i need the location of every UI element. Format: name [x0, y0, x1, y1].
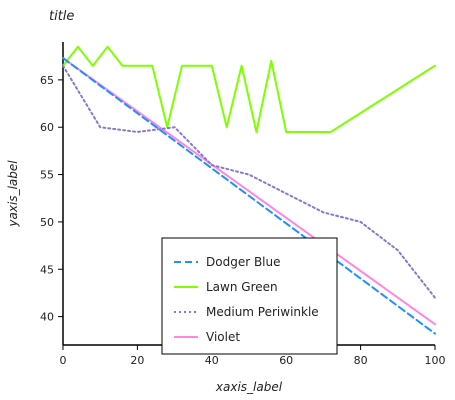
x-tick-label: 60	[279, 354, 293, 367]
y-tick-label: 65	[40, 74, 54, 87]
x-tick-label: 20	[130, 354, 144, 367]
series-line-violet	[62, 57, 436, 326]
y-tick-label: 55	[40, 169, 54, 182]
legend: Dodger Blue Lawn Green Medium Periwinkle Vi…	[161, 237, 338, 355]
legend-label-dodger-blue: Dodger Blue	[206, 255, 281, 269]
x-tick-label: 40	[205, 354, 219, 367]
y-tick-label: 60	[40, 121, 54, 134]
x-tick-label: 100	[425, 354, 446, 367]
series-line-medium-periwinkle	[62, 64, 436, 299]
series-line-lawn-green	[62, 45, 436, 133]
y-tick-label: 50	[40, 216, 54, 229]
x-tick-label: 80	[354, 354, 368, 367]
legend-label-violet: Violet	[206, 330, 240, 344]
y-axis-label: yaxis_label	[6, 160, 20, 228]
series-line-dodger-blue	[62, 57, 436, 335]
legend-box	[161, 237, 338, 355]
x-tick-label: 0	[60, 354, 67, 367]
legend-label-lawn-green: Lawn Green	[206, 280, 278, 294]
chart-title: title	[49, 9, 74, 24]
series-layer	[62, 45, 436, 335]
x-axis-label: xaxis_label	[215, 380, 283, 394]
y-tick-label: 40	[40, 311, 54, 324]
legend-label-medium-periwinkle: Medium Periwinkle	[206, 305, 319, 319]
y-tick-label: 45	[40, 263, 54, 276]
